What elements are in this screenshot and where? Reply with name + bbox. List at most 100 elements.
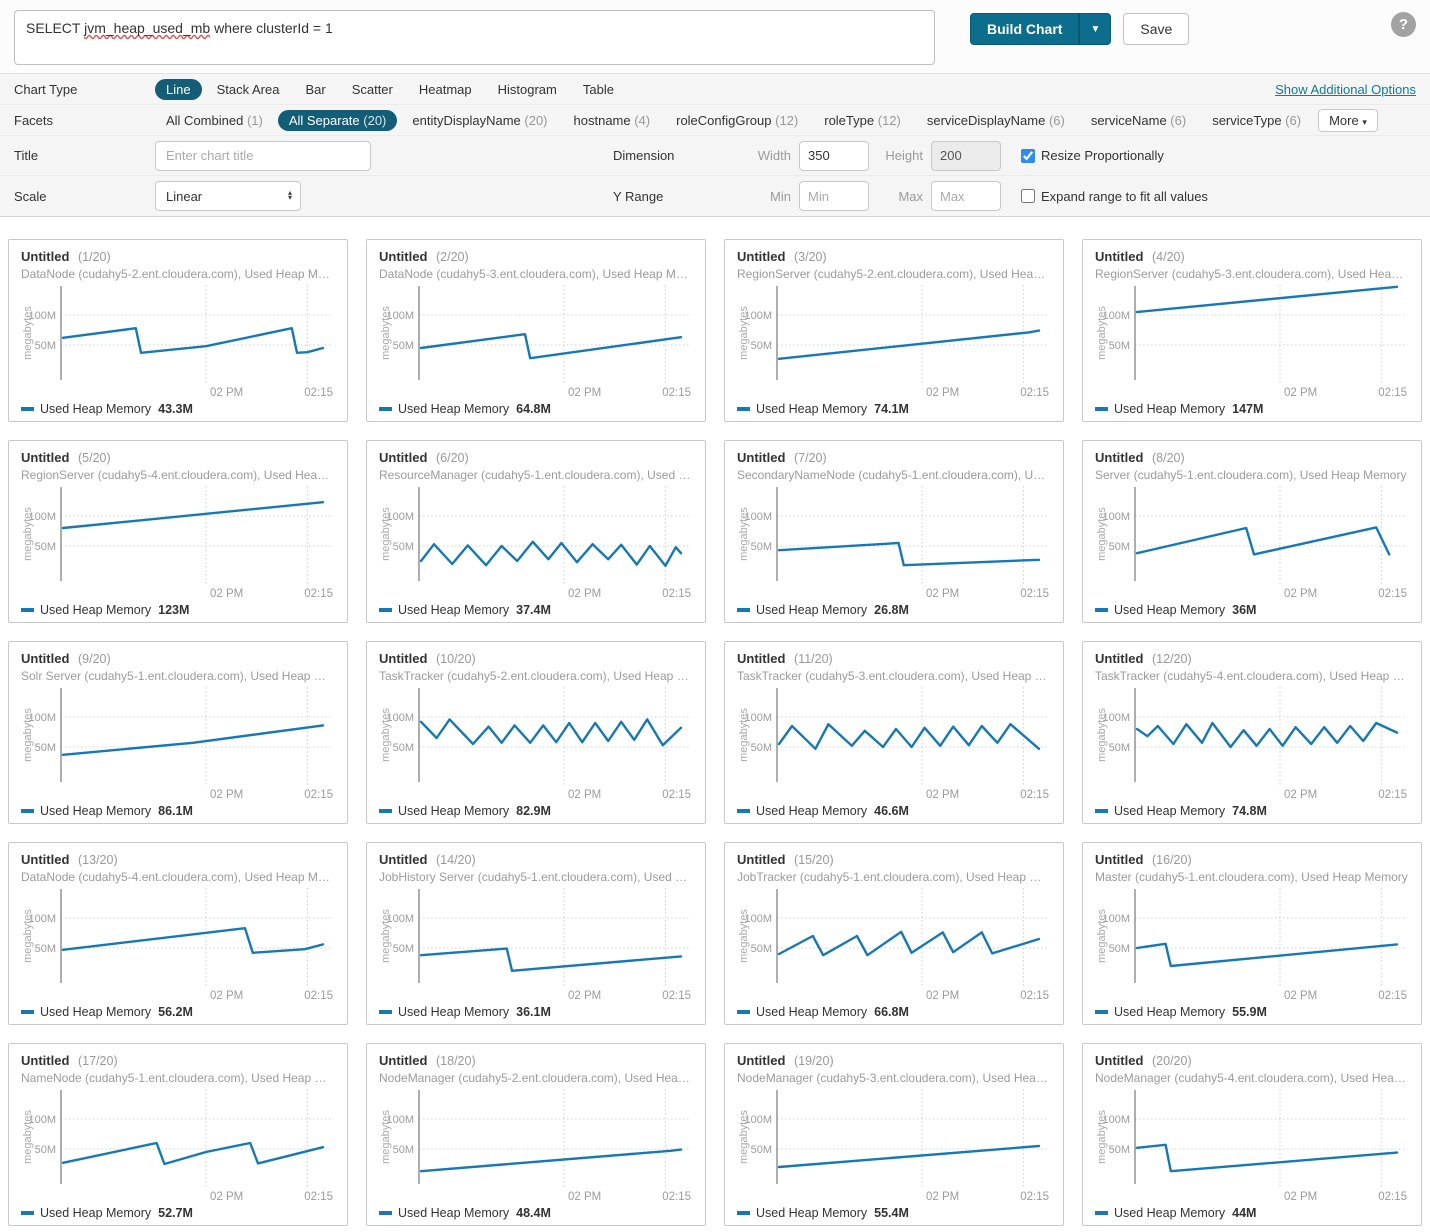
- legend-value: 74.8M: [1232, 804, 1267, 818]
- chart-type-histogram[interactable]: Histogram: [487, 79, 568, 100]
- legend-value: 37.4M: [516, 603, 551, 617]
- svg-text:100M: 100M: [1102, 310, 1130, 322]
- chart-card-1[interactable]: Untitled (1/20) DataNode (cudahy5-2.ent.…: [8, 239, 348, 422]
- svg-text:02:15: 02:15: [304, 1191, 333, 1203]
- svg-text:02:15: 02:15: [1020, 990, 1049, 1002]
- legend-label: Used Heap Memory: [756, 804, 868, 818]
- svg-text:50M: 50M: [1109, 742, 1130, 754]
- chart-card-3[interactable]: Untitled (3/20) RegionServer (cudahy5-2.…: [724, 239, 1064, 422]
- line-chart: 100M 50M 02 PM 02:15 megabytes: [22, 486, 333, 600]
- chart-card-11[interactable]: Untitled (11/20) TaskTracker (cudahy5-3.…: [724, 641, 1064, 824]
- svg-text:02 PM: 02 PM: [210, 990, 243, 1002]
- chart-title-input[interactable]: [155, 140, 371, 171]
- svg-text:100M: 100M: [1102, 913, 1130, 925]
- show-additional-options-link[interactable]: Show Additional Options: [1275, 81, 1416, 97]
- y-max-input[interactable]: [931, 181, 1001, 211]
- chart-card-2[interactable]: Untitled (2/20) DataNode (cudahy5-3.ent.…: [366, 239, 706, 422]
- facet-servicename[interactable]: serviceName (6): [1080, 110, 1197, 131]
- facet-roleconfiggroup[interactable]: roleConfigGroup (12): [665, 110, 809, 131]
- line-chart: 100M 50M 02 PM 02:15 megabytes: [1096, 888, 1407, 1002]
- chart-card-subtitle: JobHistory Server (cudahy5-1.ent.clouder…: [379, 870, 693, 884]
- svg-text:megabytes: megabytes: [22, 306, 34, 360]
- legend-value: 86.1M: [158, 804, 193, 818]
- facet-hostname[interactable]: hostname (4): [563, 110, 662, 131]
- svg-text:megabytes: megabytes: [380, 507, 392, 561]
- svg-text:02 PM: 02 PM: [926, 1191, 959, 1203]
- chart-card-7[interactable]: Untitled (7/20) SecondaryNameNode (cudah…: [724, 440, 1064, 623]
- query-input[interactable]: SELECT jvm_heap_used_mb where clusterId …: [14, 10, 935, 65]
- svg-text:50M: 50M: [393, 340, 414, 352]
- legend-swatch-icon: [1095, 809, 1108, 813]
- chart-card-19[interactable]: Untitled (19/20) NodeManager (cudahy5-3.…: [724, 1043, 1064, 1226]
- facet-servicedisplayname[interactable]: serviceDisplayName (6): [916, 110, 1076, 131]
- facets-more-button[interactable]: More ▾: [1318, 108, 1378, 132]
- chart-card-12[interactable]: Untitled (12/20) TaskTracker (cudahy5-4.…: [1082, 641, 1422, 824]
- svg-text:megabytes: megabytes: [1096, 507, 1108, 561]
- chart-card-index: (16/20): [1152, 853, 1192, 867]
- chart-card-16[interactable]: Untitled (16/20) Master (cudahy5-1.ent.c…: [1082, 842, 1422, 1025]
- chart-card-6[interactable]: Untitled (6/20) ResourceManager (cudahy5…: [366, 440, 706, 623]
- facet-servicetype[interactable]: serviceType (6): [1201, 110, 1312, 131]
- query-text-suffix: where clusterId = 1: [210, 20, 333, 36]
- chart-card-20[interactable]: Untitled (20/20) NodeManager (cudahy5-4.…: [1082, 1043, 1422, 1226]
- chart-card-14[interactable]: Untitled (14/20) JobHistory Server (cuda…: [366, 842, 706, 1025]
- chart-type-bar[interactable]: Bar: [294, 79, 336, 100]
- expand-range-checkbox[interactable]: [1021, 189, 1035, 203]
- chart-card-15[interactable]: Untitled (15/20) JobTracker (cudahy5-1.e…: [724, 842, 1064, 1025]
- facet-all-separate[interactable]: All Separate (20): [277, 109, 398, 131]
- chart-card-5[interactable]: Untitled (5/20) RegionServer (cudahy5-4.…: [8, 440, 348, 623]
- legend-value: 26.8M: [874, 603, 909, 617]
- chart-card-17[interactable]: Untitled (17/20) NameNode (cudahy5-1.ent…: [8, 1043, 348, 1226]
- chart-card-subtitle: DataNode (cudahy5-4.ent.cloudera.com), U…: [21, 870, 335, 884]
- chart-card-title: Untitled: [21, 450, 70, 465]
- facet-roletype[interactable]: roleType (12): [813, 110, 912, 131]
- build-chart-split-button: Build Chart ▼: [970, 13, 1112, 45]
- chart-type-heatmap[interactable]: Heatmap: [408, 79, 483, 100]
- chart-card-index: (17/20): [78, 1054, 118, 1068]
- y-min-input[interactable]: [799, 181, 869, 211]
- chart-card-9[interactable]: Untitled (9/20) Solr Server (cudahy5-1.e…: [8, 641, 348, 824]
- select-arrows-icon: ▴ ▾: [287, 188, 292, 202]
- legend-swatch-icon: [1095, 1010, 1108, 1014]
- svg-text:50M: 50M: [1109, 1144, 1130, 1156]
- scale-select[interactable]: Linear ▴ ▾: [155, 181, 301, 211]
- build-chart-dropdown-caret-icon[interactable]: ▼: [1079, 13, 1112, 45]
- svg-text:100M: 100M: [28, 712, 56, 724]
- help-icon[interactable]: ?: [1391, 12, 1416, 37]
- chart-card-10[interactable]: Untitled (10/20) TaskTracker (cudahy5-2.…: [366, 641, 706, 824]
- width-input[interactable]: [799, 140, 869, 171]
- resize-proportionally-checkbox[interactable]: [1021, 148, 1035, 163]
- legend-value: 82.9M: [516, 804, 551, 818]
- svg-text:02 PM: 02 PM: [568, 789, 601, 801]
- chart-card-4[interactable]: Untitled (4/20) RegionServer (cudahy5-3.…: [1082, 239, 1422, 422]
- line-chart: 100M 50M 02 PM 02:15 megabytes: [380, 1089, 691, 1203]
- chart-type-table[interactable]: Table: [572, 79, 625, 100]
- chart-type-line[interactable]: Line: [155, 78, 202, 100]
- legend-swatch-icon: [379, 809, 392, 813]
- line-chart: 100M 50M 02 PM 02:15 megabytes: [22, 888, 333, 1002]
- svg-text:02 PM: 02 PM: [568, 387, 601, 399]
- legend-label: Used Heap Memory: [40, 402, 152, 416]
- chart-type-scatter[interactable]: Scatter: [341, 79, 404, 100]
- chart-card-13[interactable]: Untitled (13/20) DataNode (cudahy5-4.ent…: [8, 842, 348, 1025]
- legend-value: 36M: [1232, 603, 1257, 617]
- resize-proportionally-label: Resize Proportionally: [1041, 148, 1164, 163]
- chart-card-18[interactable]: Untitled (18/20) NodeManager (cudahy5-2.…: [366, 1043, 706, 1226]
- chart-card-index: (20/20): [1152, 1054, 1192, 1068]
- chart-type-stack-area[interactable]: Stack Area: [206, 79, 291, 100]
- chart-card-index: (1/20): [78, 250, 111, 264]
- line-chart: 100M 50M 02 PM 02:15 megabytes: [380, 888, 691, 1002]
- build-chart-button[interactable]: Build Chart: [970, 13, 1080, 45]
- svg-text:50M: 50M: [393, 742, 414, 754]
- svg-text:02 PM: 02 PM: [926, 387, 959, 399]
- chart-card-title: Untitled: [21, 651, 70, 666]
- facet-all-combined[interactable]: All Combined (1): [155, 110, 274, 131]
- svg-text:50M: 50M: [751, 541, 772, 553]
- svg-text:02 PM: 02 PM: [1284, 1191, 1317, 1203]
- svg-text:02:15: 02:15: [662, 588, 691, 600]
- chart-card-8[interactable]: Untitled (8/20) Server (cudahy5-1.ent.cl…: [1082, 440, 1422, 623]
- svg-text:megabytes: megabytes: [22, 507, 34, 561]
- save-button[interactable]: Save: [1123, 13, 1190, 45]
- facet-entitydisplayname[interactable]: entityDisplayName (20): [401, 110, 558, 131]
- svg-text:50M: 50M: [393, 943, 414, 955]
